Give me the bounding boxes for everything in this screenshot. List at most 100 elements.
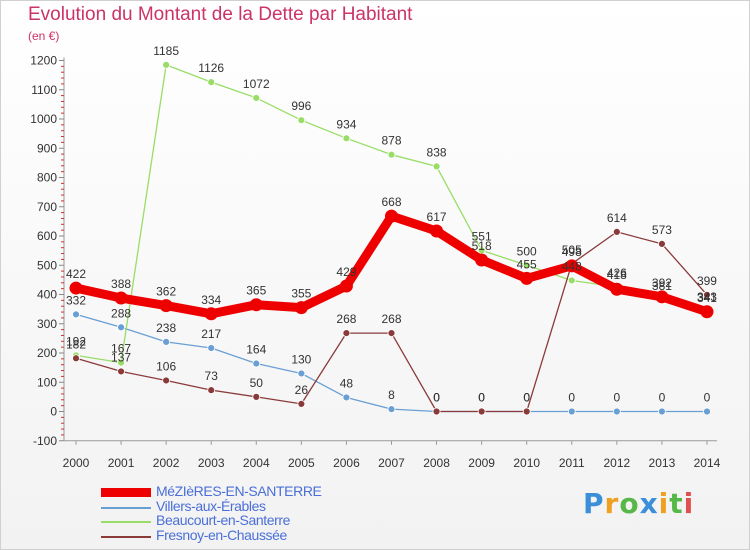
data-point (703, 290, 711, 299)
data-point (612, 407, 621, 416)
data-point (700, 305, 714, 319)
data-label: 418 (607, 268, 627, 282)
data-label: 365 (246, 284, 266, 298)
y-tick-label: 1000 (30, 112, 57, 126)
data-label: 838 (427, 145, 447, 159)
legend-swatch (101, 521, 151, 523)
data-label: 334 (201, 293, 221, 307)
data-point (159, 299, 173, 313)
data-point (658, 407, 666, 416)
data-point (297, 116, 306, 125)
y-tick-label: 800 (37, 171, 57, 185)
data-label: 426 (607, 266, 627, 280)
data-label: 878 (381, 134, 401, 148)
data-point (565, 259, 579, 273)
x-tick-label: 2003 (198, 456, 225, 470)
data-label: 8 (388, 388, 395, 402)
data-label: 392 (652, 276, 672, 290)
data-label: 137 (111, 350, 131, 364)
data-point (475, 253, 489, 267)
data-point (387, 150, 396, 159)
legend-label: Fresnoy-en-Chaussée (156, 526, 287, 543)
logo-letter: P (583, 487, 605, 520)
x-tick-label: 2002 (153, 456, 180, 470)
data-label: 50 (250, 376, 264, 390)
data-label: 518 (472, 239, 492, 253)
x-tick-label: 2006 (333, 456, 360, 470)
data-point (520, 271, 534, 285)
y-tick-label: 500 (37, 258, 57, 272)
legend-swatch (101, 488, 151, 497)
data-point (207, 386, 216, 395)
data-label: 1072 (243, 77, 270, 91)
data-label: 0 (433, 391, 440, 405)
x-tick-label: 2014 (694, 456, 721, 470)
data-point (384, 209, 398, 223)
data-point (117, 323, 125, 332)
data-label: 0 (613, 391, 620, 405)
data-point (252, 359, 261, 368)
data-label: 0 (523, 391, 530, 405)
logo-letter: i (658, 487, 670, 520)
data-point (252, 94, 261, 102)
x-tick-label: 2010 (513, 456, 540, 470)
x-tick-label: 2011 (559, 456, 585, 470)
y-tick-label: -100 (33, 434, 57, 448)
logo-letter: t (669, 487, 684, 520)
data-label: 0 (478, 391, 485, 405)
data-label: 573 (652, 223, 672, 237)
data-point (567, 407, 576, 416)
data-label: 167 (111, 342, 131, 356)
data-label: 1126 (198, 61, 224, 75)
data-point (294, 301, 308, 315)
data-point (117, 358, 125, 367)
data-point (610, 282, 624, 296)
legend-label: Beaucourt-en-Santerre (156, 512, 291, 528)
y-tick-label: 0 (50, 405, 57, 419)
data-label: 381 (652, 279, 672, 293)
y-tick-label: 300 (37, 317, 57, 331)
data-point (207, 344, 216, 352)
legend-swatch (101, 535, 151, 538)
data-point (430, 224, 444, 238)
data-label: 106 (156, 359, 176, 373)
data-point (117, 367, 125, 376)
data-point (114, 291, 128, 305)
data-point (703, 407, 711, 416)
x-tick-label: 2013 (649, 456, 676, 470)
data-label: 505 (562, 243, 582, 257)
y-tick-label: 700 (37, 200, 57, 214)
data-label: 0 (523, 391, 530, 405)
data-label: 192 (66, 334, 86, 348)
data-label: 422 (66, 267, 86, 281)
legend-swatch (101, 506, 151, 509)
data-label: 0 (659, 391, 666, 405)
data-label: 164 (246, 343, 266, 357)
y-tick-label: 200 (37, 346, 57, 360)
data-point (432, 407, 441, 416)
data-label: 0 (568, 391, 575, 405)
y-tick-label: 1200 (30, 54, 57, 68)
data-label: 500 (517, 244, 537, 258)
data-label: 217 (201, 327, 221, 341)
data-label: 268 (336, 312, 356, 326)
data-point (522, 261, 531, 270)
data-label: 0 (704, 391, 711, 405)
data-point (249, 298, 263, 312)
y-tick-label: 1100 (31, 83, 57, 97)
data-point (658, 239, 666, 248)
data-label: 355 (291, 287, 311, 301)
data-point (72, 354, 80, 363)
data-point (297, 369, 306, 378)
data-label: 668 (381, 195, 401, 209)
logo-letter: i (683, 487, 695, 520)
data-point (342, 134, 351, 143)
data-label: 551 (472, 229, 492, 243)
data-point (339, 279, 353, 293)
data-point (342, 393, 351, 402)
x-tick-label: 2005 (288, 456, 315, 470)
x-tick-label: 2009 (468, 456, 495, 470)
data-label: 996 (291, 99, 311, 113)
data-label: 0 (433, 391, 440, 405)
data-label: 288 (111, 306, 131, 320)
